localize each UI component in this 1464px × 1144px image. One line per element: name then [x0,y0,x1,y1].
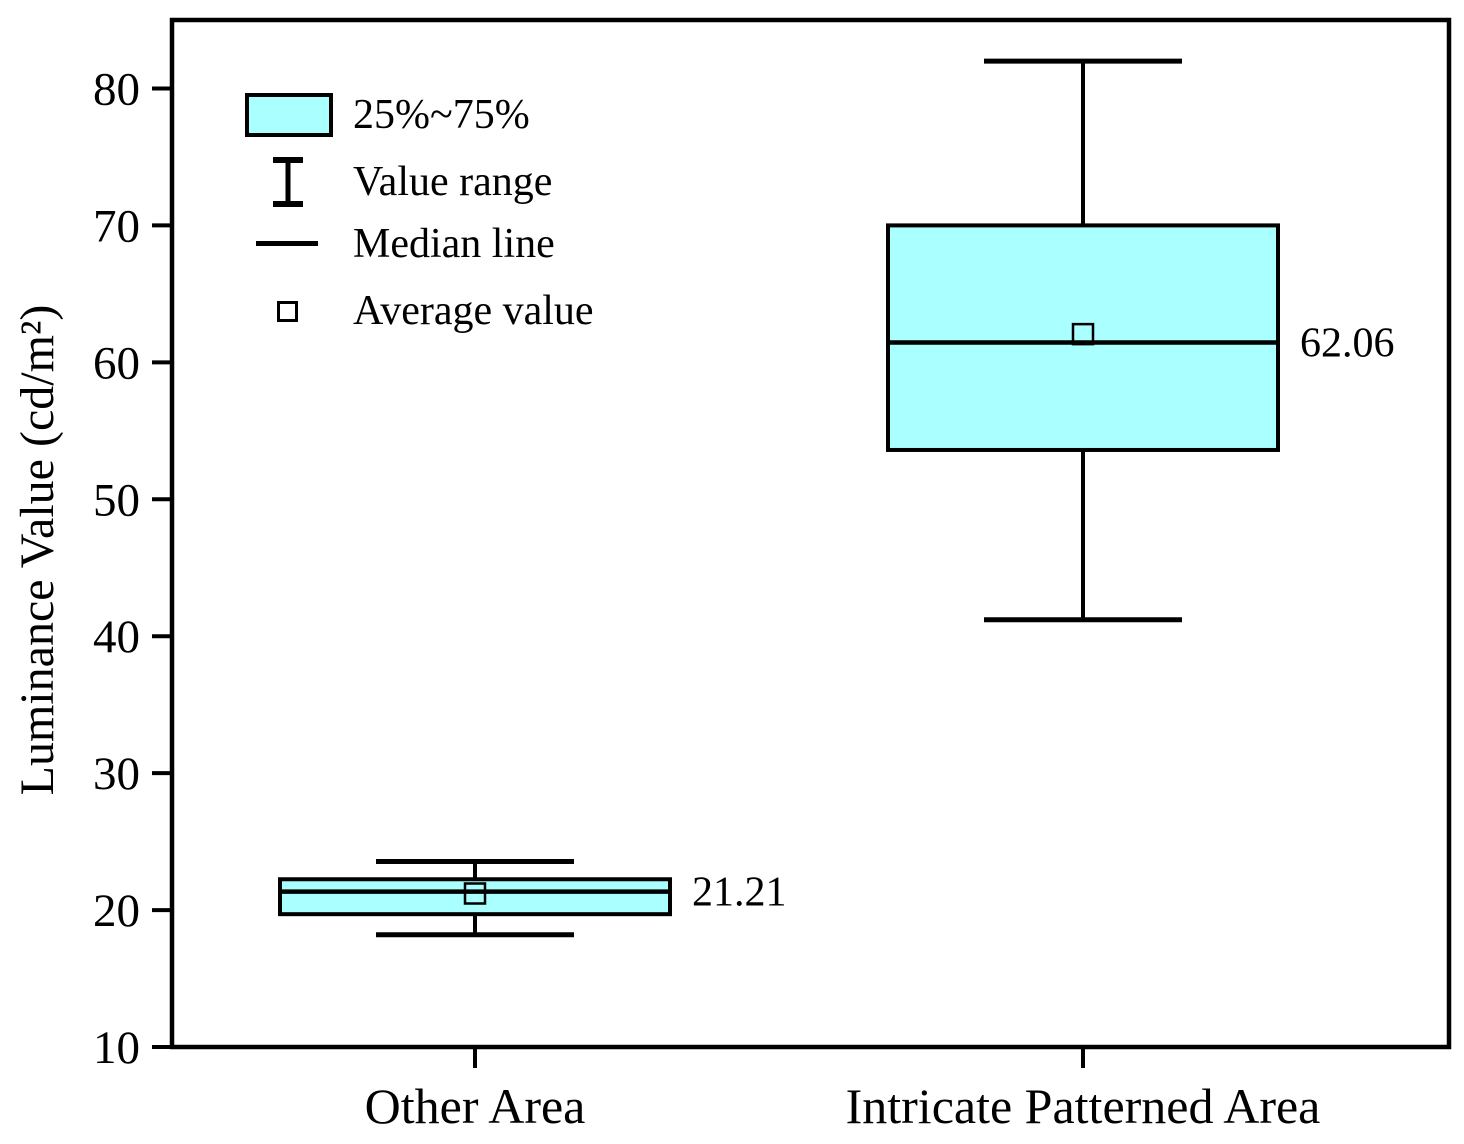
x-tick-label: Intricate Patterned Area [846,1078,1321,1134]
iqr-box [886,223,1280,452]
legend-label-iqr: 25%~75% [353,92,530,138]
y-tick-label: 30 [93,748,140,800]
mean-annotation: 62.06 [1300,320,1395,366]
mean-annotation: 21.21 [692,870,787,916]
mean-marker [1071,322,1095,346]
y-tick-label: 40 [93,611,140,663]
y-tick-label: 20 [93,885,140,937]
y-tick-label: 50 [93,474,140,526]
legend-iqr-box-symbol [245,93,333,137]
mean-marker [463,882,487,905]
legend-label-median: Median line [353,221,555,267]
legend-label-value-range: Value range [353,159,553,205]
legend-median-line-symbol [256,241,318,246]
plot-frame [169,17,1452,1050]
y-tick-label: 80 [93,63,140,115]
legend-average-marker-symbol [277,301,298,322]
iqr-box [278,877,672,917]
y-tick-label: 60 [93,337,140,389]
y-tick-label: 70 [93,200,140,252]
y-axis-title: Luminance Value (cd/m²) [11,304,64,796]
legend-value-range-icon [273,157,303,207]
x-tick-label: Other Area [365,1078,586,1134]
legend-label-average: Average value [353,288,594,334]
y-tick-label: 10 [93,1022,140,1074]
